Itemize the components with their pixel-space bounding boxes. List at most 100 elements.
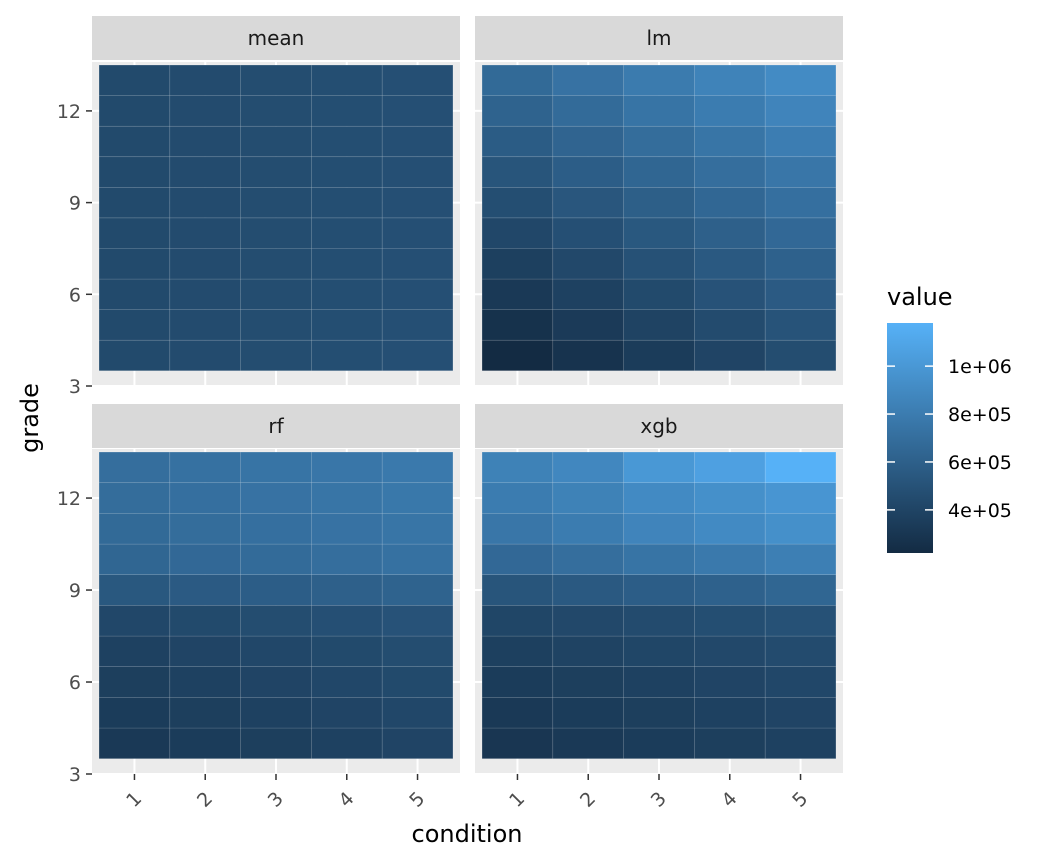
heatmap-tile	[311, 605, 383, 637]
heatmap-tile	[764, 156, 837, 188]
heatmap-tile	[169, 543, 241, 576]
heatmap-tile	[481, 217, 554, 249]
heatmap-tile	[311, 64, 383, 96]
facet-strip	[92, 404, 460, 448]
heatmap-tile	[98, 64, 171, 96]
heatmap-tile	[481, 339, 554, 372]
heatmap-tile	[623, 635, 695, 667]
x-tick-label: 5	[405, 788, 429, 812]
heatmap-tile	[764, 697, 837, 729]
heatmap-tile	[169, 635, 241, 667]
y-tick-label: 3	[69, 376, 81, 398]
heatmap-tile	[764, 635, 837, 667]
heatmap-tile	[623, 339, 695, 372]
x-tick-label: 2	[576, 788, 600, 812]
heatmap-tile	[240, 217, 312, 249]
heatmap-tile	[240, 95, 312, 127]
x-tick-label: 4	[717, 788, 741, 812]
heatmap-tile	[694, 605, 766, 637]
heatmap-tile	[764, 482, 837, 514]
heatmap-tile	[623, 727, 695, 759]
heatmap-tile	[311, 513, 383, 545]
y-tick-label: 12	[57, 101, 81, 123]
heatmap-tile	[240, 635, 312, 667]
heatmap-tile	[381, 125, 454, 158]
x-axis: 1 2 3 4 5 1 2 3 4 5	[122, 774, 812, 812]
heatmap-tile	[169, 278, 241, 310]
heatmap-tile	[98, 666, 171, 698]
x-tick-label: 2	[193, 788, 217, 812]
heatmap-tile	[381, 543, 454, 576]
heatmap-tile	[169, 95, 241, 127]
heatmap-tile	[169, 697, 241, 729]
heatmap-tile	[169, 666, 241, 698]
heatmap-tile	[240, 278, 312, 310]
y-tick-label: 9	[69, 193, 81, 215]
heatmap-tile	[311, 727, 383, 759]
heatmap-tile	[552, 482, 624, 514]
heatmap-tile	[764, 513, 837, 545]
heatmap-tile	[169, 217, 241, 249]
heatmap-tile	[98, 451, 171, 484]
heatmap-tile	[381, 635, 454, 667]
heatmap-tile	[98, 543, 171, 576]
heatmap-tile	[623, 513, 695, 545]
heatmap-tile	[311, 125, 383, 158]
heatmap-tile	[311, 217, 383, 249]
facet-strip-label: lm	[646, 26, 671, 50]
heatmap-tile	[764, 95, 837, 127]
heatmap-tile	[694, 635, 766, 667]
heatmap-tile	[381, 727, 454, 759]
heatmap-tile	[694, 125, 766, 158]
heatmap-tile	[552, 513, 624, 545]
heatmap-tile	[552, 217, 624, 249]
facet-panel-lm: lm	[475, 16, 843, 387]
heatmap-tile	[694, 482, 766, 514]
heatmap-tile	[694, 697, 766, 729]
heatmap-tile	[381, 339, 454, 372]
heatmap-tile	[694, 513, 766, 545]
x-tick-label: 3	[647, 788, 671, 812]
heatmap-tile	[764, 451, 837, 484]
facet-panel-xgb: xgb	[475, 404, 843, 775]
x-tick-label: 4	[334, 788, 358, 812]
heatmap-tile	[311, 574, 383, 606]
heatmap-tile	[240, 64, 312, 96]
heatmap-tile	[694, 95, 766, 127]
y-tick-label: 6	[69, 284, 81, 306]
y-tick-label: 3	[69, 764, 81, 786]
heatmap-tile	[481, 156, 554, 188]
facet-strip-label: mean	[248, 26, 305, 50]
heatmap-tile	[311, 156, 383, 188]
heatmap-tile	[98, 125, 171, 158]
facet-panel-mean: mean	[92, 16, 460, 387]
heatmap-tile	[98, 278, 171, 310]
heatmap-tile	[169, 248, 241, 280]
heatmap-tile	[98, 339, 171, 372]
heatmap-tile	[481, 125, 554, 158]
heatmap-tile	[481, 574, 554, 606]
heatmap-tile	[169, 482, 241, 514]
heatmap-tile	[240, 605, 312, 637]
heatmap-tile	[481, 727, 554, 759]
heatmap-tile	[98, 95, 171, 127]
x-tick-label: 1	[122, 788, 146, 812]
heatmap-tile	[169, 574, 241, 606]
heatmap-tile	[381, 248, 454, 280]
heatmap-tile	[552, 278, 624, 310]
heatmap-tile	[694, 309, 766, 341]
heatmap-tile	[481, 543, 554, 576]
heatmap-tile	[623, 697, 695, 729]
heatmap-tile	[623, 187, 695, 219]
heatmap-tile	[311, 248, 383, 280]
facet-strip	[92, 16, 460, 60]
heatmap-tile	[481, 451, 554, 484]
heatmap-tile	[694, 278, 766, 310]
heatmap-tile	[623, 309, 695, 341]
heatmap-tile	[481, 482, 554, 514]
legend-label: 8e+05	[948, 404, 1012, 426]
heatmap-tile	[552, 156, 624, 188]
heatmap-tile	[381, 451, 454, 484]
heatmap-tile	[764, 574, 837, 606]
